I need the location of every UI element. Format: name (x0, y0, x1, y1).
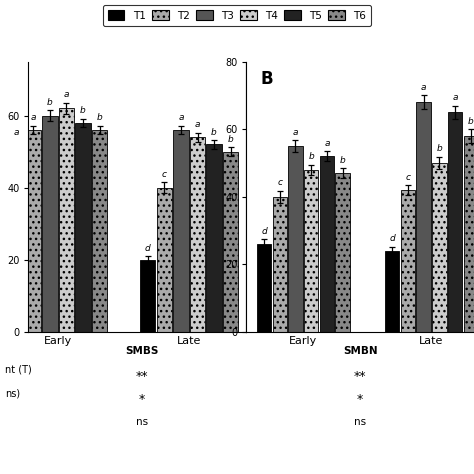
Text: b: b (80, 106, 86, 115)
Text: b: b (468, 117, 474, 126)
Text: a: a (195, 120, 200, 129)
Text: **: ** (136, 370, 148, 383)
Bar (173, 130, 189, 332)
Bar (319, 156, 334, 332)
Text: *: * (357, 393, 364, 406)
Bar (9, 145, 25, 332)
Text: a: a (64, 91, 69, 100)
Bar (448, 112, 462, 332)
Text: c: c (162, 170, 167, 179)
Text: **: ** (354, 370, 366, 383)
Bar (336, 173, 350, 332)
Bar (417, 102, 431, 332)
Text: ns): ns) (5, 389, 20, 399)
Bar (140, 260, 155, 332)
Text: SMBN: SMBN (343, 346, 378, 356)
Bar (157, 188, 172, 332)
Text: b: b (211, 128, 217, 137)
Text: ns: ns (136, 417, 148, 427)
Bar (207, 145, 222, 332)
Text: nt (T): nt (T) (5, 365, 31, 375)
Bar (273, 197, 287, 332)
Text: b: b (47, 98, 53, 107)
Bar (190, 137, 205, 332)
Text: ns: ns (354, 417, 366, 427)
Text: a: a (31, 113, 36, 122)
Text: c: c (277, 178, 282, 187)
Text: a: a (178, 113, 184, 122)
Text: d: d (261, 227, 267, 236)
Bar (42, 116, 57, 332)
Bar (385, 251, 400, 332)
Legend: T1, T2, T3, T4, T5, T6: T1, T2, T3, T4, T5, T6 (102, 5, 372, 26)
Text: *: * (139, 393, 146, 406)
Bar (223, 152, 238, 332)
Text: a: a (14, 128, 19, 137)
Text: d: d (389, 234, 395, 243)
Text: a: a (324, 139, 329, 148)
Text: d: d (145, 244, 151, 253)
Bar (464, 136, 474, 332)
Text: b: b (97, 113, 102, 122)
Text: a: a (452, 93, 458, 102)
Bar (304, 170, 319, 332)
Bar (26, 130, 41, 332)
Bar (257, 244, 271, 332)
Bar (92, 130, 107, 332)
Text: a: a (421, 83, 427, 92)
Bar (432, 163, 447, 332)
Text: c: c (405, 173, 410, 182)
Bar (401, 190, 415, 332)
Bar (288, 146, 303, 332)
Text: b: b (437, 145, 442, 154)
Bar (75, 123, 91, 332)
Text: SMBS: SMBS (126, 346, 159, 356)
Text: a: a (293, 128, 298, 137)
Text: B: B (260, 70, 273, 88)
Text: b: b (340, 155, 346, 164)
Text: b: b (228, 135, 234, 144)
Bar (59, 109, 74, 332)
Text: b: b (308, 152, 314, 161)
